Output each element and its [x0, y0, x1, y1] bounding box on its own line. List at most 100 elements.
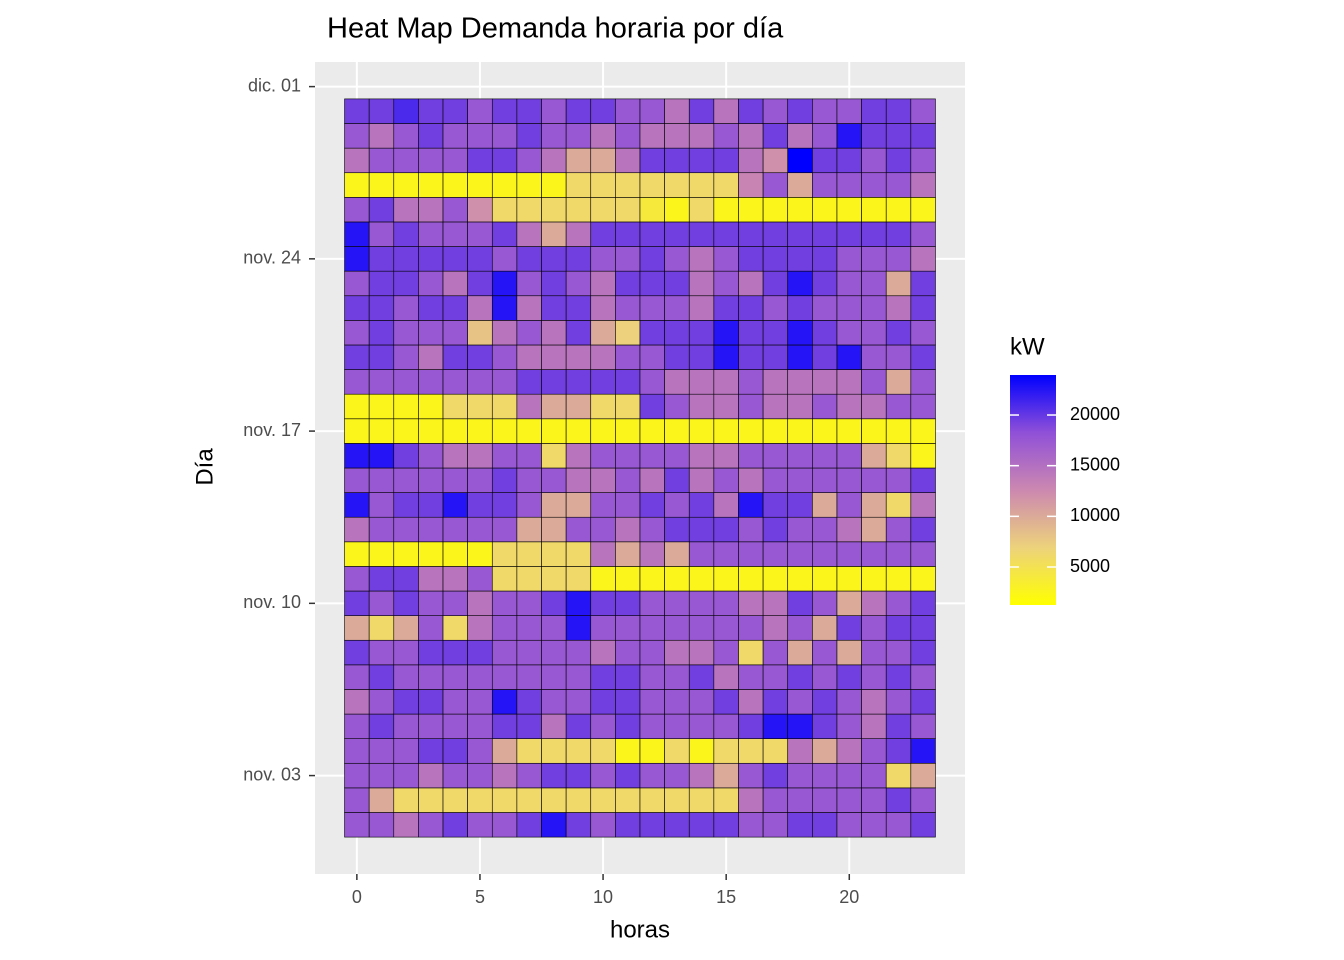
- heat-cell: [615, 762, 641, 789]
- heat-cell: [565, 762, 592, 789]
- heat-cell: [688, 590, 715, 616]
- heat-cell: [885, 270, 912, 297]
- heat-cell: [565, 369, 592, 395]
- heat-cell: [836, 541, 862, 567]
- heat-cell: [615, 689, 641, 715]
- heat-cell: [713, 123, 739, 149]
- heat-cell: [861, 639, 887, 666]
- heat-cell: [639, 123, 665, 149]
- heat-cell: [713, 246, 739, 272]
- heat-cell: [491, 467, 518, 493]
- heat-cell: [787, 197, 813, 223]
- heat-cell: [491, 320, 518, 346]
- heat-cell: [491, 787, 518, 813]
- heat-cell: [812, 270, 838, 297]
- heat-cell: [344, 172, 370, 198]
- heat-cell: [565, 221, 592, 247]
- heat-cell: [418, 295, 444, 321]
- heat-cell: [368, 639, 395, 666]
- heat-cell: [344, 369, 370, 395]
- heat-cell: [861, 516, 887, 543]
- heat-cell: [664, 541, 690, 567]
- heat-cell: [467, 123, 493, 149]
- heat-cell: [836, 369, 862, 395]
- heat-cell: [664, 664, 690, 690]
- heat-cell: [639, 344, 665, 370]
- heat-cell: [639, 393, 665, 420]
- heat-cell: [787, 639, 813, 666]
- heat-cell: [762, 172, 789, 198]
- heat-cell: [787, 123, 813, 149]
- heat-cell: [713, 689, 739, 715]
- heat-cell: [762, 443, 789, 469]
- heat-cell: [910, 467, 936, 493]
- heat-cell: [541, 123, 567, 149]
- heat-cell: [418, 541, 444, 567]
- heat-cell: [344, 516, 370, 543]
- heat-cell: [516, 713, 542, 739]
- heat-cell: [565, 541, 592, 567]
- heat-cell: [861, 369, 887, 395]
- heat-cell: [615, 516, 641, 543]
- heat-cell: [615, 713, 641, 739]
- heat-cell: [885, 172, 912, 198]
- heat-cell: [688, 393, 715, 420]
- x-tick-label: 10: [593, 887, 613, 907]
- heat-cell: [418, 221, 444, 247]
- heat-cell: [541, 320, 567, 346]
- heat-cell: [738, 812, 764, 838]
- heat-cell: [639, 221, 665, 247]
- heat-cell: [738, 713, 764, 739]
- heat-cell: [541, 270, 567, 297]
- heat-cell: [467, 713, 493, 739]
- heat-cell: [368, 516, 395, 543]
- heat-cell: [467, 270, 493, 297]
- heat-cell: [713, 295, 739, 321]
- heat-cell: [664, 418, 690, 444]
- heat-cell: [541, 467, 567, 493]
- heat-cell: [590, 467, 616, 493]
- heat-cell: [688, 787, 715, 813]
- heat-cell: [541, 516, 567, 543]
- heat-cell: [713, 443, 739, 469]
- heat-cell: [762, 689, 789, 715]
- heat-cell: [418, 639, 444, 666]
- heat-cell: [344, 123, 370, 149]
- heat-cell: [516, 123, 542, 149]
- heat-cell: [861, 418, 887, 444]
- heat-cell: [418, 197, 444, 223]
- heat-cell: [812, 197, 838, 223]
- heat-cell: [541, 566, 567, 592]
- heat-cell: [442, 492, 468, 518]
- heat-cell: [787, 98, 813, 124]
- heat-cell: [639, 516, 665, 543]
- heat-cell: [442, 812, 468, 838]
- heat-cell: [738, 123, 764, 149]
- heat-cell: [762, 762, 789, 789]
- heat-cell: [664, 443, 690, 469]
- heat-cell: [664, 172, 690, 198]
- heat-cell: [491, 762, 518, 789]
- heat-cell: [639, 689, 665, 715]
- heat-cell: [639, 147, 665, 174]
- heat-cell: [885, 713, 912, 739]
- heat-cell: [787, 295, 813, 321]
- heat-cell: [442, 516, 468, 543]
- heat-cell: [442, 172, 468, 198]
- heat-cell: [368, 812, 395, 838]
- heat-cell: [688, 344, 715, 370]
- heat-cell: [442, 147, 468, 174]
- heat-cell: [368, 689, 395, 715]
- heat-cell: [491, 541, 518, 567]
- heat-cell: [516, 295, 542, 321]
- heat-cell: [615, 566, 641, 592]
- heat-cell: [713, 344, 739, 370]
- heat-cell: [713, 369, 739, 395]
- heat-cell: [762, 516, 789, 543]
- heat-cell: [467, 221, 493, 247]
- heat-cell: [664, 393, 690, 420]
- heat-cell: [812, 418, 838, 444]
- heat-cell: [467, 664, 493, 690]
- heat-cell: [344, 393, 370, 420]
